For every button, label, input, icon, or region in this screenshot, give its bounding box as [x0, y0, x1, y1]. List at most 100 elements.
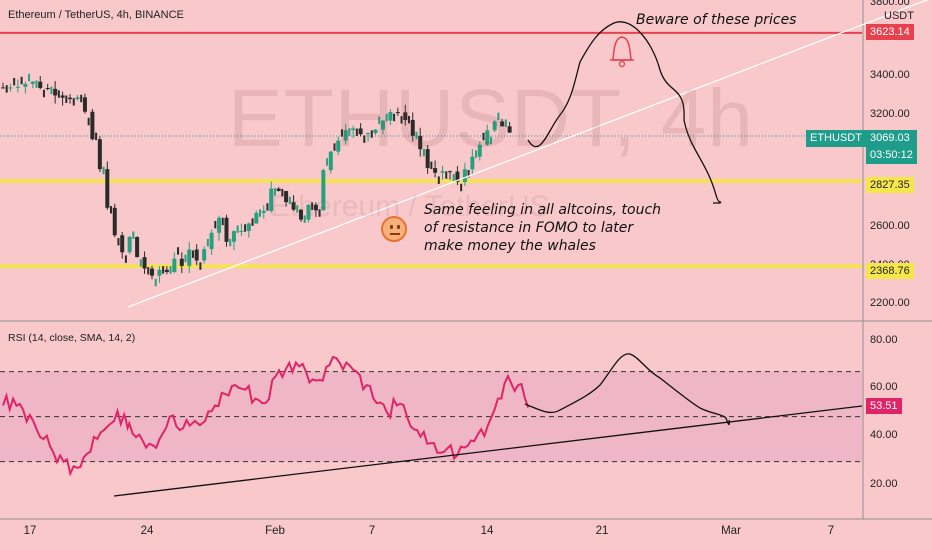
candle-body — [147, 267, 150, 275]
candle-body — [504, 119, 507, 127]
candle-body — [284, 191, 289, 203]
price-tick: 3400.00 — [870, 69, 910, 81]
candle-body — [162, 266, 165, 274]
candle-body — [425, 149, 430, 169]
candle-body — [400, 116, 403, 124]
candle-body — [380, 120, 385, 130]
candle-body — [202, 249, 207, 261]
candle-body — [393, 113, 396, 122]
candle-body — [296, 205, 299, 213]
time-tick: Mar — [721, 525, 741, 537]
candle-body — [187, 249, 192, 266]
candle-body — [53, 88, 58, 96]
candle-body — [142, 257, 147, 269]
candle-body — [217, 217, 222, 233]
candle-body — [477, 144, 482, 157]
candle-body — [209, 232, 214, 250]
candle-body — [206, 238, 209, 247]
candle-body — [179, 258, 184, 266]
candle-body — [57, 90, 60, 98]
candle-body — [276, 188, 281, 192]
rsi-line — [2, 355, 530, 477]
candle-body — [492, 121, 497, 131]
symbol-header[interactable]: Ethereum / TetherUS, 4h, BINANCE — [8, 9, 184, 21]
candle-body — [355, 128, 358, 136]
last-price-tag: 3069.03 03:50:12 — [866, 130, 917, 164]
candle-body — [395, 112, 400, 114]
rsi-trend-line — [113, 405, 863, 497]
rsi-band — [0, 371, 862, 462]
candle-body — [291, 202, 296, 210]
candle-body — [259, 209, 261, 217]
candle-body — [172, 258, 177, 272]
candle-body — [273, 188, 276, 196]
candle-body — [50, 86, 53, 95]
candle-body — [418, 135, 423, 150]
rsi-tick: 60.00 — [870, 381, 898, 393]
candle-body — [433, 168, 438, 173]
candle-body — [358, 128, 363, 135]
ticker-tag[interactable]: ETHUSDT — [806, 130, 866, 147]
rsi-header[interactable]: RSI (14, close, SMA, 14, 2) — [8, 332, 136, 344]
candle-body — [246, 223, 251, 232]
candle-body — [15, 86, 20, 88]
candle-body — [340, 129, 343, 137]
candle-body — [38, 81, 43, 89]
candle-body — [239, 231, 244, 233]
resistance-price-tag: 3623.14 — [866, 24, 914, 40]
candle-body — [97, 139, 102, 170]
price-tick: 3800.00 — [870, 0, 910, 8]
candle-body — [467, 169, 470, 178]
candle-body — [410, 120, 415, 136]
annotation-beware: Beware of these prices — [636, 12, 797, 28]
rsi-projection-curve — [524, 353, 730, 426]
candle-body — [8, 87, 13, 89]
candle-body — [135, 237, 140, 258]
candle-body — [306, 204, 311, 220]
candle-body — [112, 207, 117, 236]
candle-body — [489, 136, 492, 145]
candle-body — [221, 217, 224, 226]
time-tick: 7 — [368, 525, 376, 537]
bar-countdown: 03:50:12 — [870, 149, 913, 161]
candle-body — [378, 116, 381, 125]
candle-body — [462, 169, 467, 182]
candle-body — [299, 209, 303, 220]
rsi-value-tag: 53.51 — [866, 398, 902, 414]
candle-body — [388, 112, 393, 121]
price-tick: 2600.00 — [870, 220, 910, 232]
candle-body — [194, 249, 199, 261]
candle-body — [326, 158, 329, 166]
candle-body — [231, 231, 236, 242]
candle-body — [110, 206, 112, 214]
candle-body — [132, 231, 135, 239]
candle-body — [351, 128, 356, 131]
currency-label: USDT — [884, 10, 914, 22]
candle-body — [497, 112, 500, 121]
candle-body — [214, 220, 217, 229]
rsi-tick: 80.00 — [870, 334, 898, 346]
candle-body — [422, 148, 425, 157]
candle-body — [102, 166, 105, 175]
candle-body — [75, 97, 80, 100]
bell-icon-clapper — [618, 60, 626, 68]
candle-body — [82, 97, 87, 112]
projection-curve — [527, 21, 722, 204]
candle-body — [105, 169, 110, 208]
price-tick: 2200.00 — [870, 297, 910, 309]
candle-body — [261, 210, 266, 213]
candle-body — [164, 269, 169, 272]
bell-icon — [612, 36, 632, 61]
last-price-value: 3069.03 — [870, 132, 910, 144]
candle-body — [139, 259, 142, 267]
candle-body — [42, 89, 45, 98]
candle-body — [20, 76, 23, 85]
annotation-line-2: of resistance in FOMO to later — [424, 220, 634, 236]
candle-body — [455, 171, 460, 182]
annotation-line-3: make money the whales — [424, 238, 596, 254]
candle-body — [154, 278, 157, 287]
candle-body — [68, 97, 73, 100]
candle-body — [482, 132, 485, 141]
candle-body — [65, 95, 68, 103]
